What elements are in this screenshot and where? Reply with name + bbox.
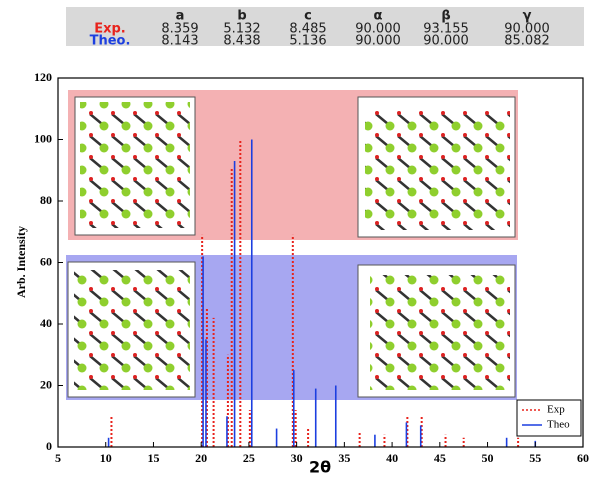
x-tick-label: 35 bbox=[338, 451, 350, 465]
y-tick-label: 0 bbox=[46, 439, 52, 453]
structure-image bbox=[365, 110, 510, 230]
x-tick-label: 60 bbox=[577, 451, 589, 465]
y-tick-label: 20 bbox=[40, 377, 52, 391]
y-tick-label: 60 bbox=[40, 254, 52, 268]
x-tick-label: 50 bbox=[482, 451, 494, 465]
table-cell: 90.000 bbox=[355, 34, 401, 49]
table-cell: 85.082 bbox=[504, 34, 550, 49]
x-tick-label: 40 bbox=[386, 451, 398, 465]
table-cell: 8.438 bbox=[223, 34, 260, 49]
y-tick-label: 100 bbox=[34, 131, 52, 145]
page: {"table": {"header": ["a", "b", "c", "α"… bbox=[0, 0, 590, 479]
x-axis-label: 2θ bbox=[309, 458, 331, 477]
x-tick-label: 55 bbox=[529, 451, 541, 465]
y-axis-label: Arb. Intensity bbox=[14, 226, 28, 298]
structure-image bbox=[370, 275, 510, 390]
x-tick-label: 10 bbox=[100, 451, 112, 465]
structure-image bbox=[74, 270, 190, 390]
row-label: Theo. bbox=[90, 34, 131, 49]
y-tick-label: 80 bbox=[40, 193, 52, 207]
x-tick-label: 25 bbox=[243, 451, 255, 465]
y-tick-label: 40 bbox=[40, 316, 52, 330]
table-cell: 90.000 bbox=[423, 34, 469, 49]
structure-image bbox=[80, 102, 190, 228]
table-cell: 8.143 bbox=[161, 34, 198, 49]
table-cell: 5.136 bbox=[289, 34, 326, 49]
legend-label: Theo bbox=[547, 419, 570, 431]
x-tick-label: 15 bbox=[147, 451, 159, 465]
y-tick-label: 120 bbox=[34, 70, 52, 84]
x-tick-label: 45 bbox=[434, 451, 446, 465]
x-tick-label: 5 bbox=[55, 451, 61, 465]
figure: abcαβγExp.8.3595.1328.48590.00093.15590.… bbox=[0, 0, 590, 479]
x-tick-label: 20 bbox=[195, 451, 207, 465]
legend-label: Exp bbox=[547, 404, 565, 416]
x-tick-label: 30 bbox=[291, 451, 303, 465]
